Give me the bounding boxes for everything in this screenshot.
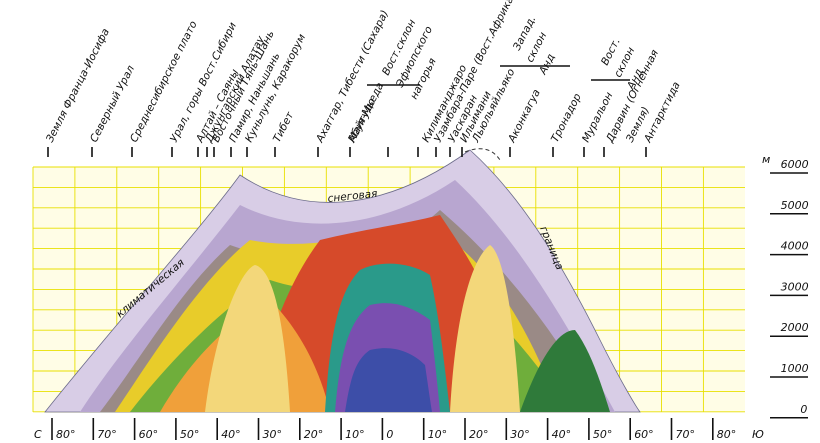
location-label: Среднесибирское плато (128, 19, 200, 144)
location-label: Тронадор (549, 91, 584, 144)
location-label: Майгудо (346, 96, 378, 144)
latitude-label: 10° (345, 428, 365, 441)
elevation-scale: 6000 5000 4000 3000 2000 1000 0 (770, 158, 809, 419)
elevation-label: 4000 (781, 240, 809, 253)
latitude-label: 30° (263, 428, 283, 441)
location-label: Северный Урал (88, 63, 137, 144)
elevation-unit: м (762, 153, 770, 166)
lat-edge-right: Ю (752, 428, 764, 441)
elevation-label: 6000 (781, 158, 809, 171)
latitude-label: 40° (221, 428, 241, 441)
location-label: Аконкагуа (506, 87, 543, 145)
latitude-label: 50° (180, 428, 200, 441)
latitude-label: 10° (428, 428, 448, 441)
elevation-label: 5000 (781, 199, 809, 212)
latitude-label: 0 (386, 428, 393, 441)
latitude-label: 60° (634, 428, 654, 441)
elevation-label: 2000 (781, 321, 809, 334)
belt-pale-yellow-left (205, 265, 290, 412)
latitude-label: 70° (676, 428, 696, 441)
latitude-axis: 80° 70° 60° 50° 40° 30° 20° 10° 0 10° 20° 30° 40° 50°… (51, 418, 737, 441)
belt-dark-green (520, 330, 610, 412)
latitude-label: 80° (717, 428, 737, 441)
location-label: Анд (537, 52, 558, 77)
location-label: Тибет (271, 109, 297, 144)
snowline-dashed (464, 148, 501, 161)
location-ticks (47, 147, 647, 157)
latitude-label: 20° (469, 428, 489, 441)
latitude-label: 20° (304, 428, 324, 441)
elevation-label: 3000 (781, 280, 809, 293)
elevation-label: 0 (800, 403, 807, 416)
latitude-label: 80° (56, 428, 76, 441)
lat-edge-left: С (34, 428, 42, 441)
belt-blue (345, 348, 432, 412)
latitude-label: 60° (139, 428, 159, 441)
altitudinal-belts (44, 149, 641, 413)
elevation-label: 1000 (781, 362, 809, 375)
latitude-label: 70° (97, 428, 117, 441)
latitude-label: 50° (593, 428, 613, 441)
latitude-label: 30° (510, 428, 530, 441)
latitude-label: 40° (552, 428, 572, 441)
snowline-label: снеговая (327, 188, 378, 205)
belt-pale-yellow-right (450, 245, 520, 412)
